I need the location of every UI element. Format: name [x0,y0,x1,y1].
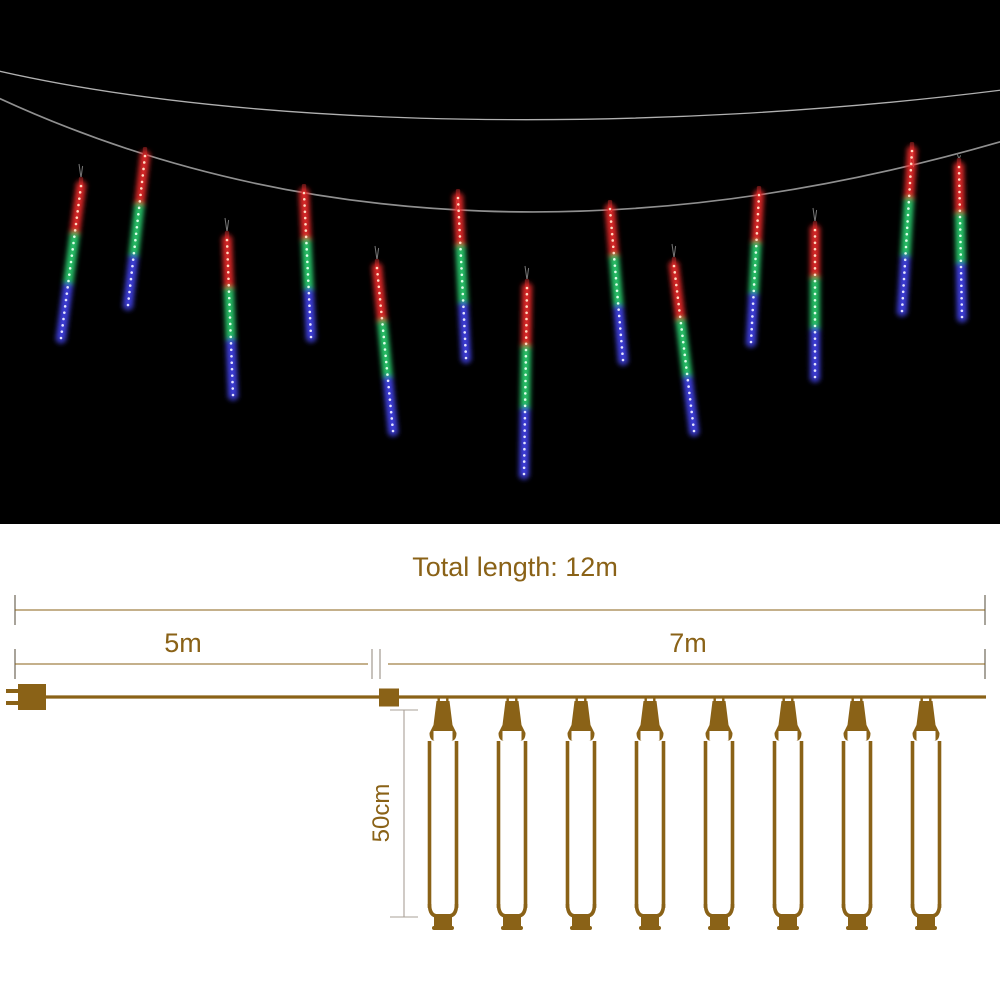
svg-text:7m: 7m [669,628,707,658]
svg-text:Total length: 12m: Total length: 12m [412,552,618,582]
svg-text:50cm: 50cm [368,784,395,843]
svg-text:5m: 5m [164,628,202,658]
